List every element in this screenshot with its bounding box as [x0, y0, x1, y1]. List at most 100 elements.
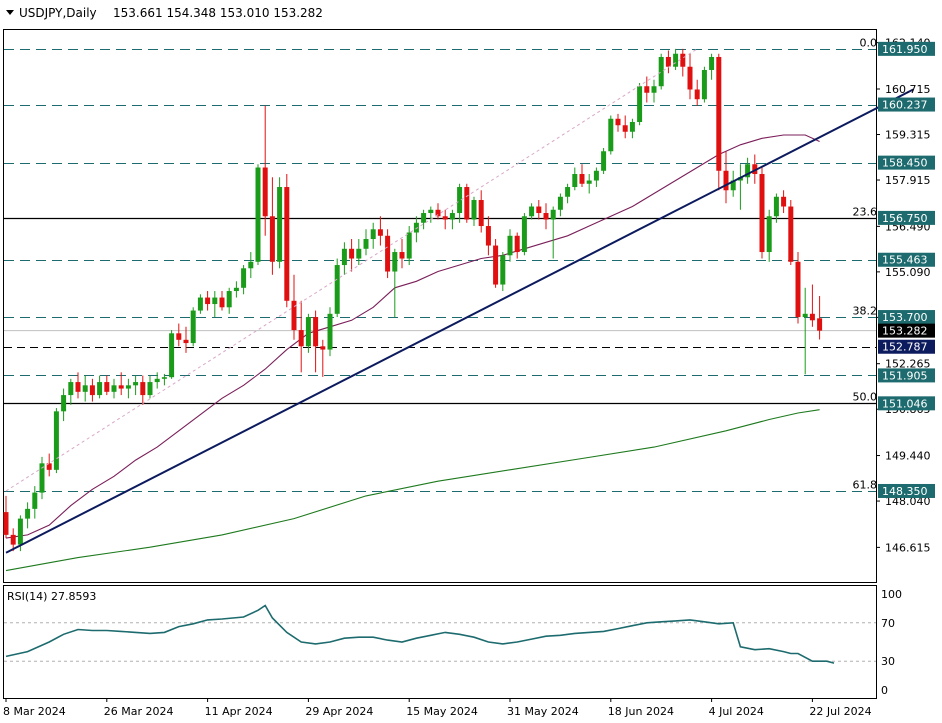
candle-body-42: [305, 317, 311, 347]
candle-body-31: [226, 291, 232, 308]
candle-body-28: [205, 297, 211, 305]
main-plot-frame: [3, 29, 877, 583]
candle-body-15: [111, 385, 117, 392]
candle-body-97: [701, 69, 707, 100]
level-tag-bg-1: [878, 97, 935, 112]
candle-body-88: [637, 86, 643, 122]
candle-body-80: [579, 174, 585, 184]
candle-body-107: [773, 196, 779, 217]
candle-body-45: [327, 313, 333, 350]
price-tick-label-11: 146.615: [885, 541, 931, 554]
candle-body-111: [802, 313, 808, 318]
candle-body-60: [435, 209, 441, 217]
candle-body-37: [269, 216, 275, 262]
collapse-triangle-icon[interactable]: [6, 10, 14, 15]
candle-body-13: [97, 382, 103, 396]
level-tag-text-1: 160.237: [882, 99, 928, 112]
level-tag-text-0: 161.950: [882, 43, 928, 56]
level-tag-bg-6: [878, 339, 935, 354]
fib-diagonal-line: [5, 48, 698, 492]
price-tick-label-1: 160.715: [885, 83, 931, 96]
candle-body-94: [680, 53, 686, 67]
level-tag-text-7: 151.905: [882, 369, 928, 382]
level-tag-text-3: 156.750: [882, 212, 928, 225]
symbol-label: USDJPY,Daily: [19, 6, 97, 20]
candle-body-30: [219, 297, 225, 308]
candle-body-16: [118, 385, 124, 389]
candle-body-46: [334, 265, 340, 314]
price-tick-label-3: 157.915: [885, 174, 931, 187]
current-price-tag-bg: [878, 323, 935, 338]
rsi-line: [5, 604, 835, 664]
candle-body-64: [464, 187, 470, 220]
candle-body-72: [521, 216, 527, 253]
candle-body-55: [399, 252, 405, 259]
candle-body-35: [255, 167, 261, 262]
candle-body-21: [154, 378, 160, 383]
candle-body-47: [341, 248, 347, 266]
candle-body-56: [406, 232, 412, 259]
candle-body-19: [140, 382, 146, 396]
date-label-5: 31 May 2024: [507, 705, 579, 718]
candle-body-85: [615, 118, 621, 126]
level-tag-text-9: 148.350: [882, 485, 928, 498]
candle-body-71: [514, 235, 520, 253]
candle-body-26: [190, 310, 196, 344]
level-tag-bg-7: [878, 368, 935, 383]
candle-body-0: [3, 512, 9, 535]
candle-body-75: [543, 213, 549, 220]
candle-body-7: [53, 411, 59, 470]
candle-body-61: [442, 216, 448, 220]
level-tag-bg-0: [878, 41, 935, 56]
date-label-0: 8 Mar 2024: [3, 705, 66, 718]
fib-label-8: 50.0: [853, 391, 878, 404]
level-tag-bg-2: [878, 155, 935, 170]
ohlc-values: 153.661 154.348 153.010 153.282: [113, 6, 323, 20]
level-tag-text-5: 153.700: [882, 311, 928, 324]
level-tag-bg-9: [878, 483, 935, 498]
rsi-tick-label-2: 30: [881, 655, 895, 668]
candle-body-1: [10, 534, 16, 545]
trendline: [5, 88, 914, 554]
candle-body-76: [550, 209, 556, 220]
candle-body-54: [392, 252, 398, 272]
candle-body-84: [608, 118, 614, 152]
level-tag-text-4: 155.463: [882, 254, 928, 267]
candle-body-58: [421, 213, 427, 223]
candle-body-59: [428, 209, 434, 214]
rsi-layer: 100 70 30 0: [4, 588, 902, 697]
candle-body-24: [176, 333, 182, 340]
candle-body-20: [147, 382, 153, 396]
candle-body-8: [61, 395, 67, 412]
candle-body-93: [673, 53, 679, 67]
current-price-tag-text: 153.282: [882, 325, 928, 338]
candle-body-44: [320, 346, 326, 350]
date-label-4: 15 May 2024: [406, 705, 478, 718]
candle-body-70: [507, 235, 513, 256]
candle-body-74: [536, 206, 542, 214]
candle-body-100: [723, 170, 729, 191]
candle-body-109: [788, 206, 794, 262]
candle-body-99: [716, 56, 722, 171]
candle-body-112: [809, 313, 815, 321]
moving-average-layer: [5, 134, 820, 572]
candle-body-4: [32, 492, 38, 509]
rsi-tick-label-3: 0: [881, 684, 888, 697]
fib-label-5: 38.2: [853, 305, 878, 318]
candle-body-86: [622, 125, 628, 132]
candle-body-9: [68, 382, 74, 396]
candle-body-62: [449, 213, 455, 220]
candle-body-2: [17, 518, 23, 545]
level-labels-layer: 161.950 160.237 158.450 156.750 155.463 153.7…: [878, 41, 935, 498]
trendline-layer: [5, 48, 914, 554]
candle-body-108: [781, 196, 787, 207]
level-lines-layer: 0.0 23.6 38.2 50.0 61.8: [4, 37, 877, 492]
candle-body-68: [493, 245, 499, 285]
fib-label-0: 0.0: [860, 37, 878, 50]
candle-body-14: [104, 382, 110, 392]
candle-body-73: [529, 206, 535, 217]
candle-body-36: [262, 167, 268, 217]
candle-body-101: [730, 180, 736, 191]
candle-body-22: [161, 377, 167, 379]
